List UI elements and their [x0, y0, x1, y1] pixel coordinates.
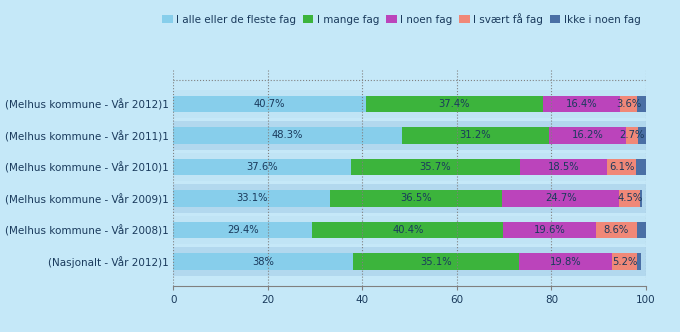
Text: 5.2%: 5.2% — [612, 257, 637, 267]
Bar — [503, 190, 619, 207]
Text: 37.4%: 37.4% — [439, 99, 470, 109]
Bar — [519, 253, 613, 270]
Bar — [173, 121, 646, 149]
Text: 40.7%: 40.7% — [254, 99, 286, 109]
Bar — [637, 96, 647, 112]
Bar — [543, 96, 620, 112]
Text: 29.4%: 29.4% — [227, 225, 258, 235]
Bar — [637, 253, 641, 270]
Text: 35.1%: 35.1% — [420, 257, 452, 267]
Bar — [626, 127, 639, 143]
Text: 38%: 38% — [252, 257, 274, 267]
Text: 31.2%: 31.2% — [460, 130, 491, 140]
Text: 48.3%: 48.3% — [272, 130, 303, 140]
Bar — [607, 159, 636, 175]
Text: 19.8%: 19.8% — [550, 257, 581, 267]
Bar — [613, 253, 637, 270]
Text: 16.4%: 16.4% — [566, 99, 597, 109]
Bar — [173, 253, 353, 270]
Bar — [330, 190, 503, 207]
Bar — [173, 216, 646, 244]
Text: 4.5%: 4.5% — [617, 194, 643, 204]
Bar — [312, 222, 503, 238]
Text: 24.7%: 24.7% — [545, 194, 577, 204]
Bar — [520, 159, 607, 175]
Text: 37.6%: 37.6% — [246, 162, 278, 172]
Text: 2.7%: 2.7% — [619, 130, 645, 140]
Bar — [353, 253, 519, 270]
Text: 6.1%: 6.1% — [609, 162, 634, 172]
Bar — [366, 96, 543, 112]
Bar — [173, 96, 366, 112]
Bar — [620, 96, 637, 112]
Bar — [503, 222, 596, 238]
Text: 35.7%: 35.7% — [420, 162, 452, 172]
Bar — [173, 159, 351, 175]
Bar — [173, 153, 646, 181]
Bar — [173, 222, 312, 238]
Text: 18.5%: 18.5% — [547, 162, 579, 172]
Text: 19.6%: 19.6% — [534, 225, 566, 235]
Bar — [402, 127, 549, 143]
Bar — [619, 190, 641, 207]
Bar — [173, 127, 402, 143]
Bar — [173, 190, 330, 207]
Bar — [636, 222, 647, 238]
Text: 36.5%: 36.5% — [401, 194, 432, 204]
Bar — [641, 190, 642, 207]
Bar — [596, 222, 636, 238]
Text: 8.6%: 8.6% — [604, 225, 629, 235]
Bar — [549, 127, 626, 143]
Bar — [173, 90, 646, 118]
Bar — [636, 159, 646, 175]
Bar — [351, 159, 520, 175]
Bar — [173, 247, 646, 276]
Text: 16.2%: 16.2% — [571, 130, 603, 140]
Bar — [173, 184, 646, 212]
Text: 33.1%: 33.1% — [236, 194, 267, 204]
Bar — [639, 127, 648, 143]
Text: 3.6%: 3.6% — [616, 99, 641, 109]
Text: 40.4%: 40.4% — [392, 225, 424, 235]
Legend: I alle eller de fleste fag, I mange fag, I noen fag, I svært få fag, Ikke i noen: I alle eller de fleste fag, I mange fag,… — [158, 9, 645, 29]
